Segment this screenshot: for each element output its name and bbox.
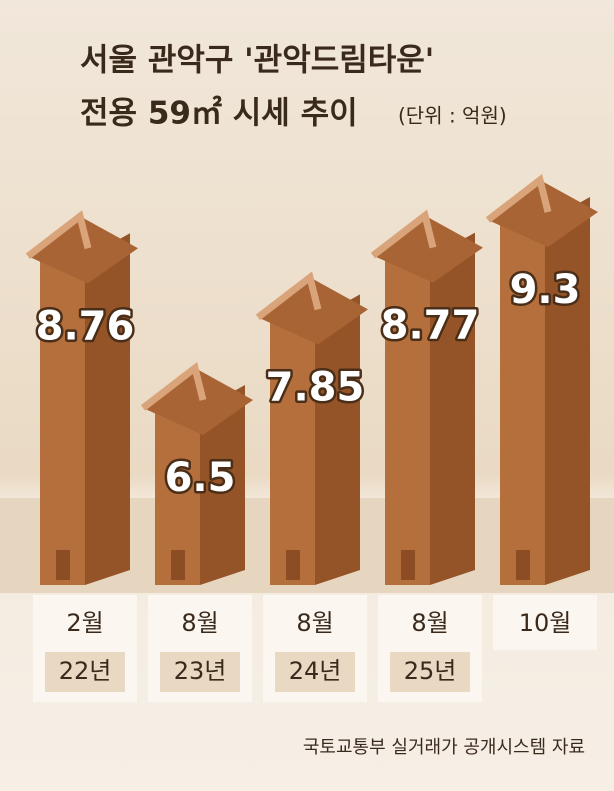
year-box [45, 652, 125, 692]
roof-edge [140, 361, 207, 411]
x-tick-label: 8월 [411, 609, 448, 637]
roof-edge [25, 210, 92, 260]
bar-side [85, 233, 130, 585]
roof [373, 215, 483, 283]
bar-side [200, 385, 245, 585]
bar [500, 222, 545, 585]
door [516, 550, 530, 580]
value-label: 8.76 [36, 303, 135, 349]
x-tick-label: 10월 [519, 609, 572, 637]
year-label: 24년 [289, 657, 342, 685]
year-label: 22년 [59, 657, 112, 685]
bar [385, 257, 430, 585]
roof-edge [370, 209, 437, 259]
bar [40, 258, 85, 585]
x-tick-label: 2월 [66, 609, 103, 637]
door [171, 550, 185, 580]
unit-note: (단위 : 억원) [398, 104, 507, 128]
year-label: 23년 [174, 657, 227, 685]
value-label: 8.77 [381, 303, 480, 349]
year-label: 25년 [404, 657, 457, 685]
value-label: 6.5 [165, 455, 236, 501]
year-box [390, 652, 470, 692]
source: 국토교통부 실거래가 공개시스템 자료 [303, 737, 585, 758]
value-label: 7.85 [266, 364, 365, 410]
year-box [275, 652, 355, 692]
door [401, 550, 415, 580]
roof-edge [255, 271, 322, 321]
roof [143, 368, 253, 435]
bar-side [430, 232, 475, 586]
roof [258, 277, 368, 345]
chart-title: 서울 관악구 '관악드림타운' [80, 43, 434, 79]
bar [270, 319, 315, 585]
year-box [160, 652, 240, 692]
door [286, 550, 300, 580]
bar-side [545, 197, 590, 585]
roof [28, 216, 138, 284]
x-tick-label: 8월 [181, 609, 218, 637]
x-tick-label: 8월 [296, 609, 333, 637]
roof-edge [485, 173, 552, 223]
door [56, 550, 70, 580]
chart-subtitle: 전용 59㎡ 시세 추이 [80, 96, 358, 132]
label-box [493, 595, 597, 650]
bar-side [315, 294, 360, 585]
roof [488, 180, 598, 247]
value-label: 9.3 [510, 267, 581, 313]
